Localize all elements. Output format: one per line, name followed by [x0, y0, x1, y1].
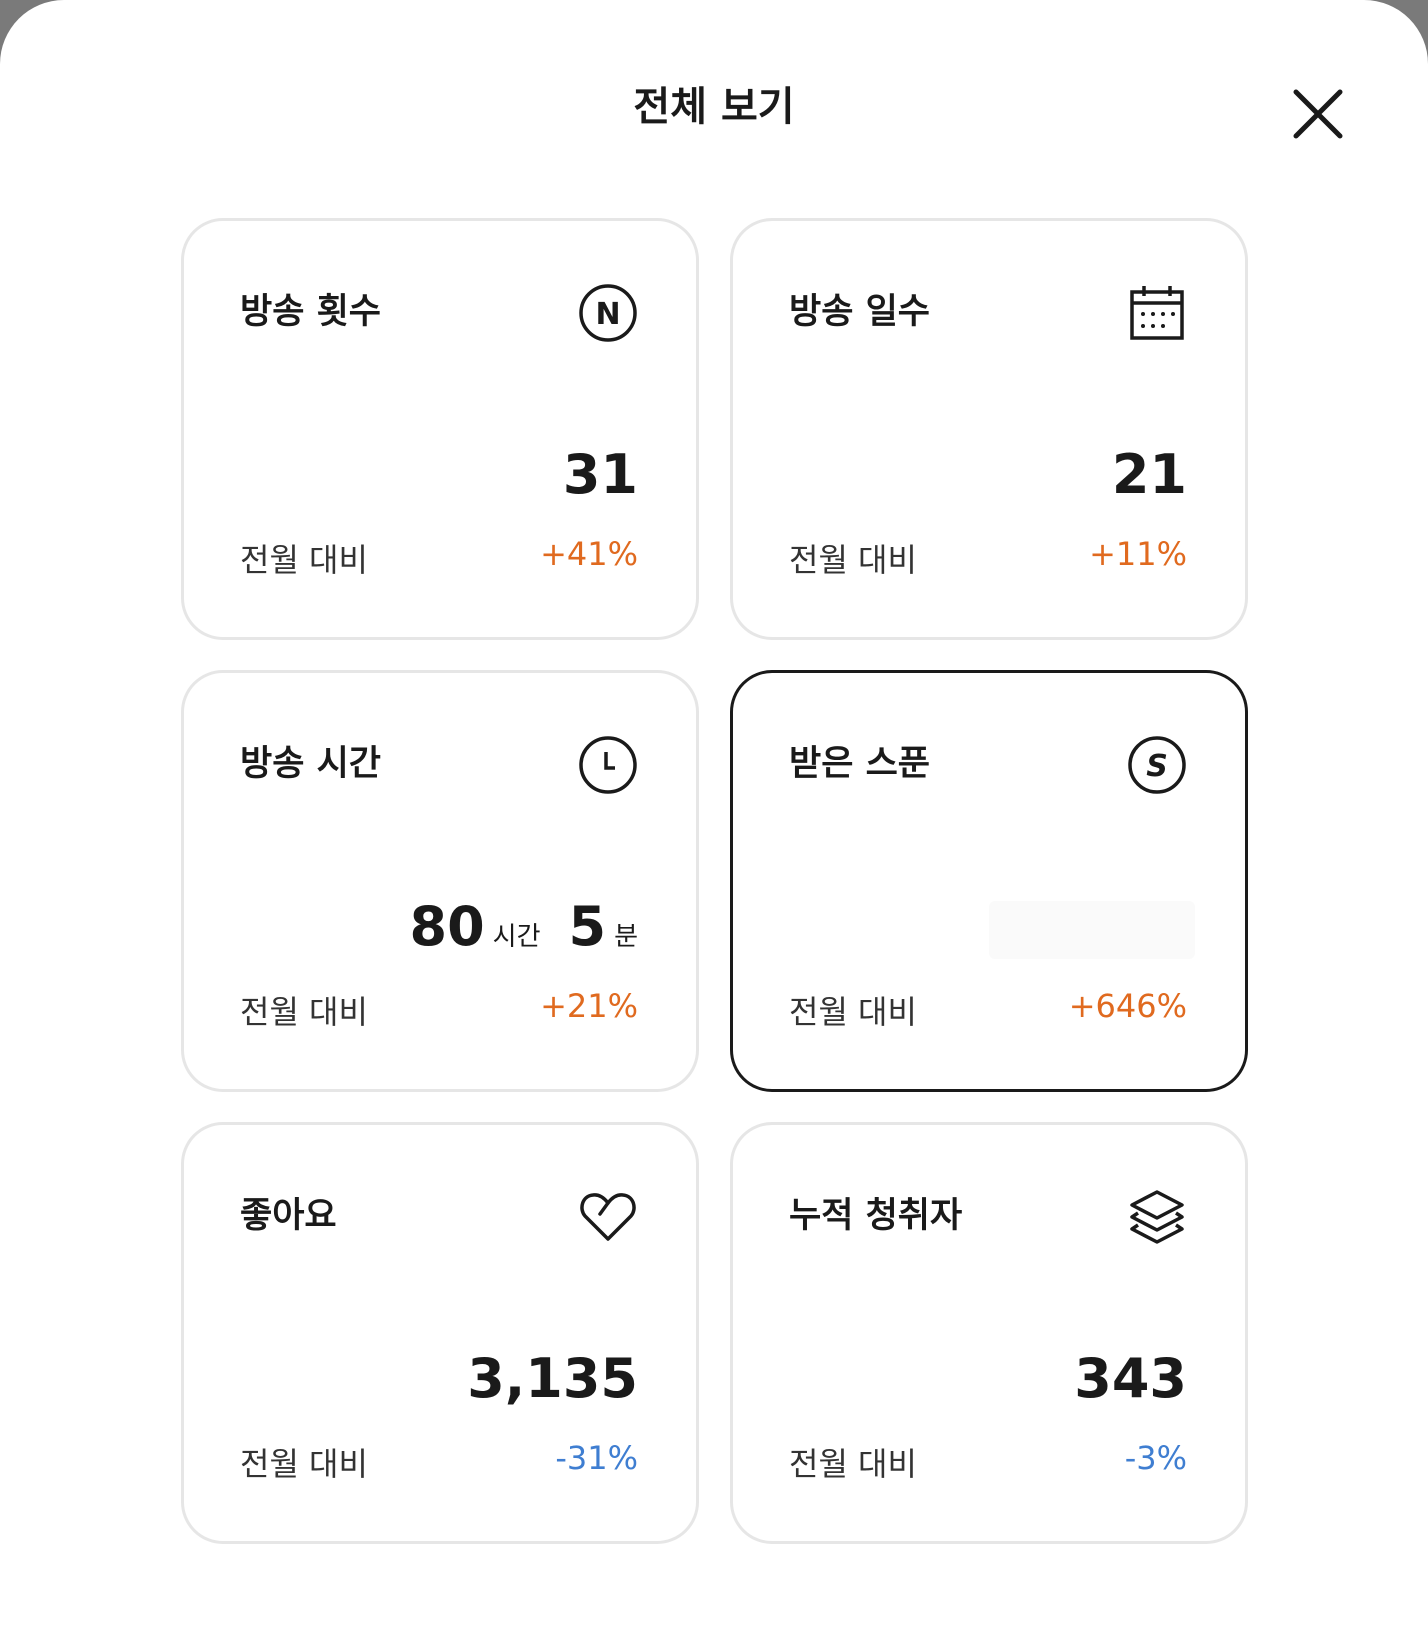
card-title: 좋아요	[240, 1196, 337, 1236]
card-value: 343	[1074, 1347, 1187, 1410]
card-broadcast-count[interactable]: 방송 횟수 N 31 전월 대비 +41%	[181, 218, 699, 640]
card-broadcast-time[interactable]: 방송 시간 80 시간 5 분 전월 대비 +21%	[181, 670, 699, 1092]
layers-icon	[1130, 1190, 1184, 1244]
sheet-title: 전체 보기	[633, 84, 795, 130]
clock-icon	[579, 736, 637, 794]
change-percent: +41%	[540, 535, 638, 573]
close-icon[interactable]	[1290, 86, 1346, 142]
compare-label: 전월 대비	[240, 541, 368, 579]
change-percent: -3%	[1124, 1439, 1187, 1477]
hours-value: 80	[409, 895, 485, 958]
compare-label: 전월 대비	[240, 1445, 368, 1483]
hidden-value	[989, 901, 1195, 959]
svg-text:S: S	[1146, 749, 1168, 784]
card-title: 방송 일수	[789, 292, 930, 332]
card-value: 80 시간 5 분	[410, 895, 639, 958]
n-circle-icon: N	[579, 284, 637, 342]
card-likes[interactable]: 좋아요 3,135 전월 대비 -31%	[181, 1122, 699, 1544]
change-percent: +646%	[1068, 987, 1187, 1025]
card-value: 21	[1111, 443, 1187, 506]
change-percent: +11%	[1089, 535, 1187, 573]
card-broadcast-days[interactable]: 방송 일수 21 전월 대비 +11%	[730, 218, 1248, 640]
card-title: 방송 시간	[240, 744, 381, 784]
compare-label: 전월 대비	[789, 993, 917, 1031]
minutes-unit: 분	[614, 922, 638, 952]
spoon-s-circle-icon: S	[1128, 736, 1186, 794]
card-title: 방송 횟수	[240, 292, 381, 332]
compare-label: 전월 대비	[789, 541, 917, 579]
change-percent: -31%	[555, 1439, 638, 1477]
compare-label: 전월 대비	[240, 993, 368, 1031]
card-title: 받은 스푼	[789, 744, 930, 784]
change-percent: +21%	[540, 987, 638, 1025]
card-received-spoons[interactable]: 받은 스푼 S 전월 대비 +646%	[730, 670, 1248, 1092]
hours-unit: 시간	[492, 922, 541, 952]
card-value: 3,135	[467, 1347, 638, 1410]
heart-icon	[580, 1193, 636, 1241]
card-value: 31	[562, 443, 638, 506]
calendar-icon	[1130, 286, 1184, 340]
card-title: 누적 청취자	[789, 1196, 963, 1236]
minutes-value: 5	[568, 895, 607, 958]
svg-text:N: N	[595, 297, 620, 332]
compare-label: 전월 대비	[789, 1445, 917, 1483]
card-total-listeners[interactable]: 누적 청취자 343 전월 대비 -3%	[730, 1122, 1248, 1544]
